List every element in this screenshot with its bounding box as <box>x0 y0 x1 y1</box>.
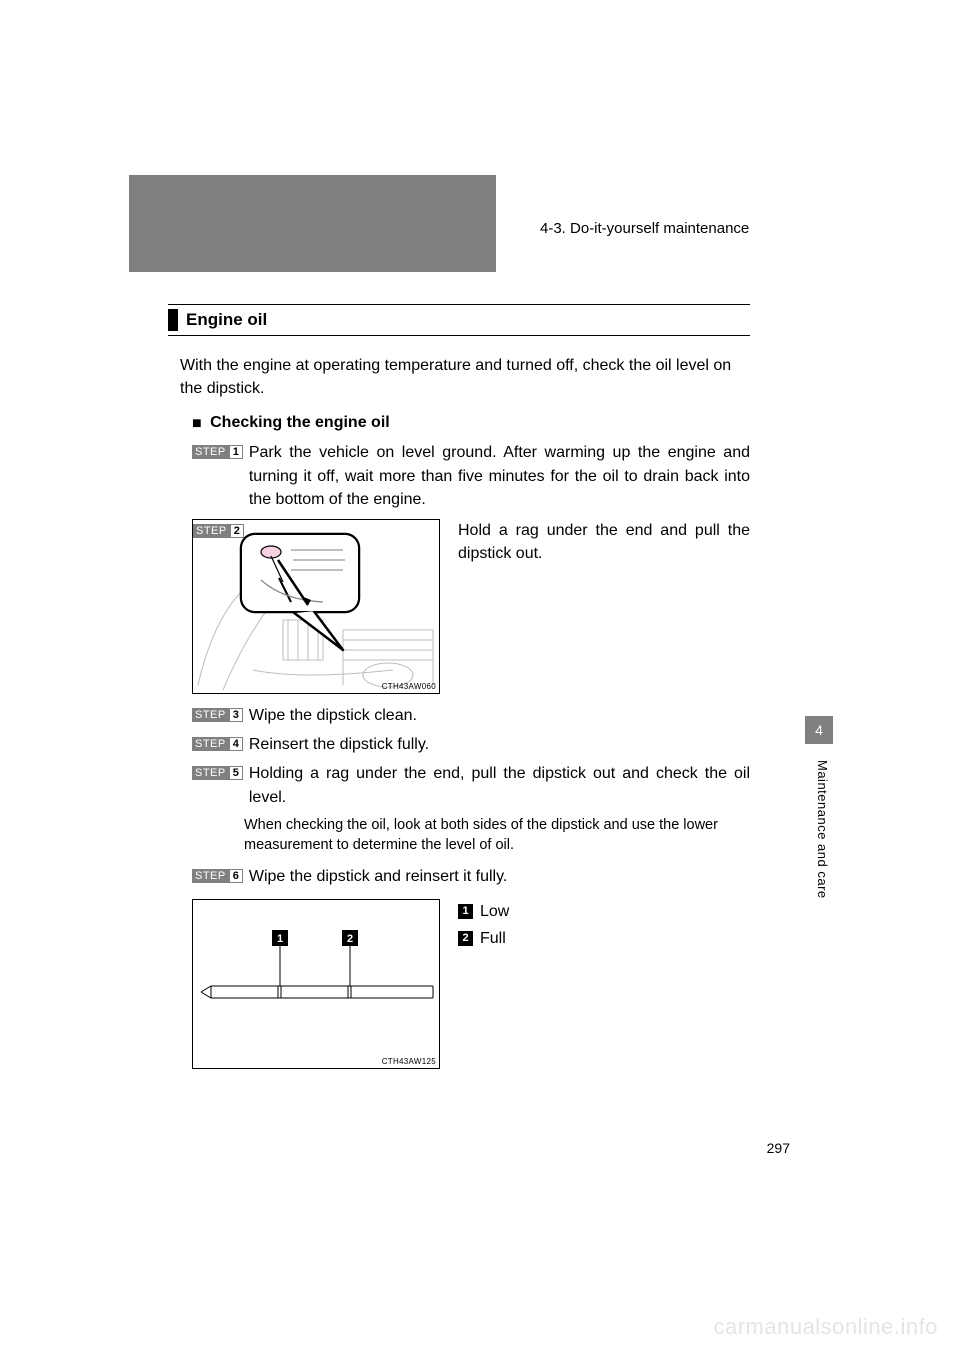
step-badge: STEP 6 <box>192 869 243 883</box>
step-4-text: Reinsert the dipstick fully. <box>249 733 429 756</box>
watermark: carmanualsonline.info <box>713 1314 938 1340</box>
step-badge: STEP 1 <box>192 445 243 459</box>
dipstick-level-illustration: 1 2 <box>193 900 441 1070</box>
step-label: STEP <box>193 524 230 538</box>
header-band <box>129 175 496 272</box>
step-number: 4 <box>229 737 243 751</box>
step-5-text: Holding a rag under the end, pull the di… <box>249 762 750 808</box>
step-3: STEP 3 Wipe the dipstick clean. <box>192 704 750 727</box>
step-5: STEP 5 Holding a rag under the end, pull… <box>192 762 750 808</box>
figure-code: CTH43AW060 <box>382 682 436 691</box>
chapter-tab: 4 <box>805 716 833 744</box>
engine-dipstick-illustration <box>193 520 441 695</box>
figure-2-row: 1 2 CTH43AW125 1 Low 2 Full <box>192 899 750 1069</box>
step-3-text: Wipe the dipstick clean. <box>249 704 417 727</box>
callout-low: 1 Low <box>458 899 509 925</box>
callout-label: Full <box>480 926 506 952</box>
svg-text:1: 1 <box>277 933 283 945</box>
step-badge: STEP 3 <box>192 708 243 722</box>
subheading: ■ Checking the engine oil <box>192 414 750 433</box>
step-number: 1 <box>229 445 243 459</box>
step-number: 6 <box>229 869 243 883</box>
step-badge: STEP 5 <box>192 766 243 780</box>
callout-list: 1 Low 2 Full <box>458 899 509 954</box>
step-label: STEP <box>192 766 229 780</box>
chapter-label: Maintenance and care <box>815 760 830 899</box>
callout-label: Low <box>480 899 509 925</box>
section-header: Engine oil <box>168 304 750 336</box>
step-number: 5 <box>229 766 243 780</box>
step-4: STEP 4 Reinsert the dipstick fully. <box>192 733 750 756</box>
step-label: STEP <box>192 708 229 722</box>
step-badge: STEP 2 <box>193 524 244 538</box>
subsection: ■ Checking the engine oil STEP 1 Park th… <box>192 414 750 1068</box>
section-title: Engine oil <box>186 309 267 331</box>
step-6-text: Wipe the dipstick and reinsert it fully. <box>249 865 507 888</box>
figure-dipstick-location: STEP 2 <box>192 519 440 694</box>
breadcrumb: 4-3. Do-it-yourself maintenance <box>540 220 749 237</box>
step-1-text: Park the vehicle on level ground. After … <box>249 441 750 511</box>
figure-dipstick-levels: 1 2 CTH43AW125 <box>192 899 440 1069</box>
step-number: 2 <box>230 524 244 538</box>
section-header-bar <box>168 309 178 331</box>
svg-text:2: 2 <box>347 933 353 945</box>
subheading-text: Checking the engine oil <box>210 414 390 431</box>
step-1: STEP 1 Park the vehicle on level ground.… <box>192 441 750 511</box>
step-label: STEP <box>192 445 229 459</box>
section-intro: With the engine at operating temperature… <box>180 354 750 400</box>
step-2-text: Hold a rag under the end and pull the di… <box>458 519 750 565</box>
step-2: STEP 2 <box>192 519 750 694</box>
step-5-note: When checking the oil, look at both side… <box>244 815 750 856</box>
callout-number: 2 <box>458 931 473 946</box>
callout-full: 2 Full <box>458 926 509 952</box>
callout-number: 1 <box>458 904 473 919</box>
figure-code: CTH43AW125 <box>382 1057 436 1066</box>
step-number: 3 <box>229 708 243 722</box>
step-6: STEP 6 Wipe the dipstick and reinsert it… <box>192 865 750 888</box>
step-label: STEP <box>192 737 229 751</box>
square-marker-icon: ■ <box>192 415 202 433</box>
step-label: STEP <box>192 869 229 883</box>
page-number: 297 <box>767 1140 790 1156</box>
content-area: Engine oil With the engine at operating … <box>168 304 750 1079</box>
step-badge: STEP 4 <box>192 737 243 751</box>
page: 4-3. Do-it-yourself maintenance Engine o… <box>0 0 960 1358</box>
